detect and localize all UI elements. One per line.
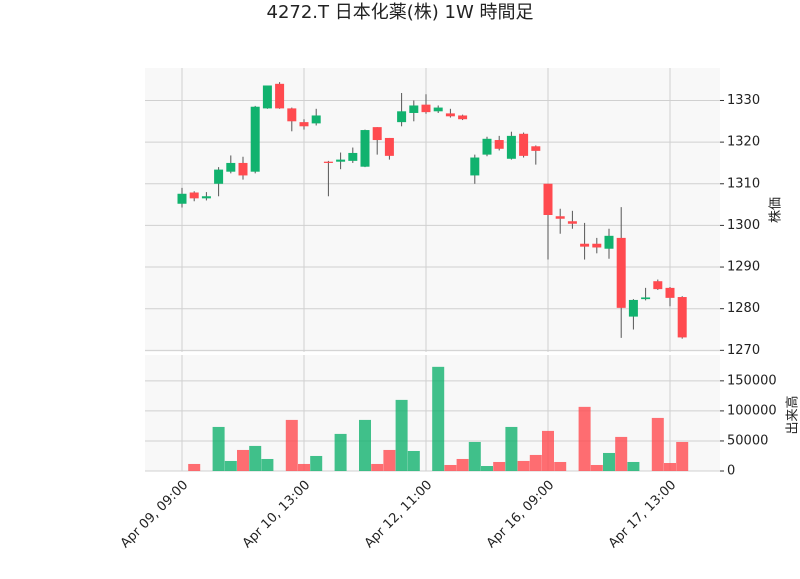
volume-bar (383, 450, 395, 471)
candle-body (531, 146, 540, 151)
volume-bar (554, 462, 566, 471)
y-tick-label: 1330 (727, 93, 760, 108)
candle-body (324, 162, 333, 163)
volume-bar (335, 434, 347, 471)
candle-body (422, 105, 431, 112)
candle-body (275, 84, 284, 109)
x-tick-label: Apr 12, 11:00 (362, 478, 435, 551)
volume-bar (530, 455, 542, 471)
volume-bar (261, 459, 273, 471)
volume-bar (444, 465, 456, 471)
volume-bar (457, 459, 469, 471)
candle-body (678, 297, 687, 337)
volume-tick-label: 150000 (727, 373, 777, 388)
candle-body (629, 300, 638, 317)
volume-bar (469, 442, 481, 471)
volume-bar (518, 461, 530, 471)
y-axis-label: 株価 (769, 197, 784, 223)
volume-bar (249, 446, 261, 471)
volume-bar (615, 437, 627, 471)
volume-bar (493, 462, 505, 471)
y-tick-label: 1300 (727, 218, 760, 233)
candle-body (617, 238, 626, 308)
volume-bar (652, 418, 664, 471)
volume-bar (310, 456, 322, 471)
candle-body (312, 115, 321, 123)
volume-bar (591, 465, 603, 471)
volume-bar (359, 420, 371, 471)
candle-body (544, 184, 553, 215)
volume-bar (213, 427, 225, 471)
y-tick-label: 1280 (727, 301, 760, 316)
candle-body (409, 105, 418, 112)
candle-body (348, 153, 357, 161)
volume-bar (408, 451, 420, 471)
candle-body (641, 297, 650, 299)
volume-bar (237, 450, 249, 471)
candle-body (495, 140, 504, 149)
candle-body (397, 111, 406, 122)
volume-bar (664, 463, 676, 471)
volume-bar (627, 462, 639, 471)
candle-body (592, 244, 601, 248)
candle-body (373, 127, 382, 140)
candle-body (605, 236, 614, 249)
volume-bar (676, 442, 688, 471)
candle-body (190, 193, 199, 199)
volume-bar (188, 464, 200, 471)
volume-bar (298, 464, 310, 471)
candle-body (263, 85, 272, 108)
candle-body (470, 158, 479, 176)
candle-body (287, 108, 296, 121)
y-tick-label: 1310 (727, 176, 760, 191)
candle-body (202, 196, 211, 198)
volume-bar (225, 461, 237, 471)
volume-tick-label: 100000 (727, 403, 777, 418)
candle-body (458, 115, 467, 119)
chart-title: 4272.T 日本化薬(株) 1W 時間足 (267, 2, 534, 23)
candle-body (580, 244, 589, 247)
candle-body (556, 216, 565, 218)
candle-body (519, 134, 528, 156)
candle-body (226, 163, 235, 172)
candle-body (446, 113, 455, 116)
candle-body (361, 130, 370, 167)
volume-bar (481, 466, 493, 471)
x-tick-label: Apr 17, 13:00 (606, 478, 679, 551)
candle-body (178, 194, 187, 204)
volume-bar (542, 431, 554, 471)
candle-body (483, 139, 492, 155)
volume-bar (432, 367, 444, 471)
candle-body (434, 108, 443, 112)
volume-bar (505, 427, 517, 471)
x-tick-label: Apr 09, 09:00 (118, 478, 191, 551)
x-tick-label: Apr 16, 09:00 (484, 478, 557, 551)
candle-body (214, 170, 223, 184)
volume-axis-label: 出来高 (785, 395, 800, 434)
volume-bar (286, 420, 298, 471)
candle-body (653, 281, 662, 289)
candle-body (239, 163, 248, 175)
volume-tick-label: 50000 (727, 433, 768, 448)
x-tick-label: Apr 10, 13:00 (240, 478, 313, 551)
volume-bar (603, 453, 615, 471)
y-tick-label: 1320 (727, 135, 760, 150)
candle-body (507, 136, 516, 159)
candle-body (568, 221, 577, 223)
candle-body (336, 160, 345, 162)
candle-body (666, 288, 675, 298)
volume-bar (371, 464, 383, 471)
candle-body (251, 107, 260, 172)
candle-body (385, 138, 394, 156)
volume-bar (396, 400, 408, 471)
candle-body (300, 122, 309, 126)
y-tick-label: 1270 (727, 343, 760, 358)
y-tick-label: 1290 (727, 260, 760, 275)
volume-tick-label: 0 (727, 464, 735, 479)
volume-bar (579, 407, 591, 471)
